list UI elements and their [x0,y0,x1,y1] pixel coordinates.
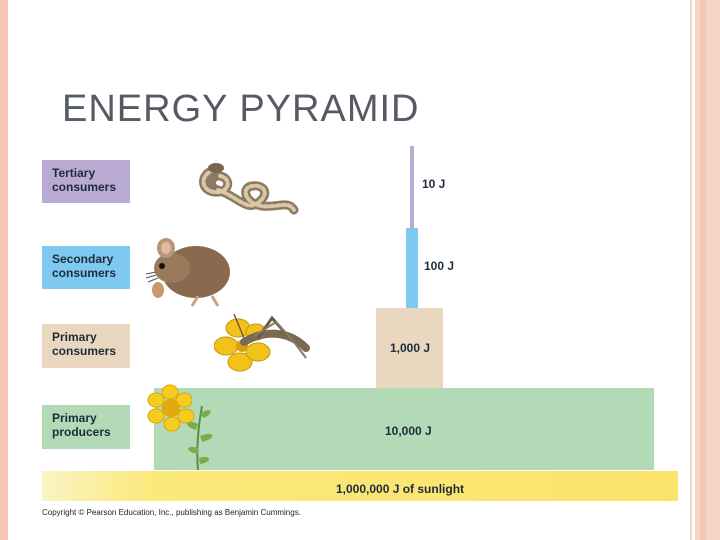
copyright-text: Copyright © Pearson Education, Inc., pub… [42,508,301,517]
label-primary-consumers: Primary consumers [42,324,130,368]
mouse-icon [145,238,230,307]
energy-tertiary: 10 J [422,177,446,191]
label-tertiary-consumers: Tertiary consumers [42,160,130,203]
flower-plant-icon [147,384,213,470]
slide-title: ENERGY PYRAMID [62,88,420,130]
tertiary-consumers-bar [410,146,414,228]
snake-icon [199,163,299,215]
slide-right-border [690,0,720,540]
energy-producers: 10,000 J [385,424,432,438]
sunlight-bar [42,471,678,501]
primary-consumers-bar [376,308,443,388]
energy-sunlight: 1,000,000 J of sunlight [336,482,465,496]
label-secondary-consumers: Secondary consumers [42,246,130,289]
producers-bar [154,388,654,470]
energy-primary: 1,000 J [390,341,431,355]
grasshopper-icon [214,313,310,372]
slide-left-border [0,0,8,540]
secondary-consumers-bar [406,228,418,308]
energy-secondary: 100 J [424,259,455,273]
label-primary-producers: Primary producers [42,405,130,449]
